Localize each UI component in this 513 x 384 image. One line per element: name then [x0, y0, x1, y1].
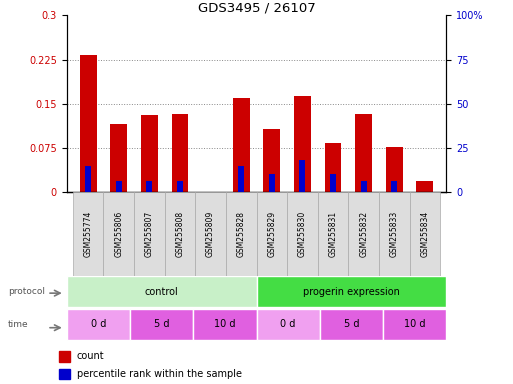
Text: GSM255809: GSM255809 [206, 211, 215, 257]
Bar [226, 192, 256, 276]
Bar [300, 160, 305, 192]
Bar [134, 192, 165, 276]
Text: GSM255831: GSM255831 [328, 211, 338, 257]
Title: GDS3495 / 26107: GDS3495 / 26107 [198, 1, 315, 14]
Text: GSM255807: GSM255807 [145, 211, 154, 257]
Bar [59, 369, 70, 379]
Text: progerin expression: progerin expression [303, 287, 400, 297]
Bar [256, 276, 446, 307]
Text: GSM255774: GSM255774 [84, 211, 93, 257]
Bar [73, 192, 104, 276]
Bar [233, 98, 250, 192]
Bar [165, 192, 195, 276]
Text: 5 d: 5 d [344, 319, 359, 329]
Bar [195, 192, 226, 276]
Text: 0 d: 0 d [281, 319, 296, 329]
Bar [104, 192, 134, 276]
Bar [294, 96, 311, 192]
Bar [320, 309, 383, 340]
Bar [409, 192, 440, 276]
Text: 0 d: 0 d [91, 319, 106, 329]
Bar [67, 309, 130, 340]
Text: GSM255828: GSM255828 [236, 211, 246, 257]
Bar [256, 192, 287, 276]
Bar [256, 309, 320, 340]
Text: GSM255834: GSM255834 [420, 211, 429, 257]
Text: count: count [77, 351, 104, 361]
Bar [325, 143, 342, 192]
Bar [318, 192, 348, 276]
Text: control: control [145, 287, 179, 297]
Bar [348, 192, 379, 276]
Text: time: time [8, 320, 28, 329]
Bar [177, 180, 183, 192]
Bar [141, 116, 158, 192]
Bar [287, 192, 318, 276]
Bar [330, 174, 336, 192]
Text: GSM255806: GSM255806 [114, 211, 123, 257]
Bar [59, 351, 70, 362]
Bar [386, 147, 403, 192]
Text: 10 d: 10 d [404, 319, 425, 329]
Bar [116, 180, 122, 192]
Text: GSM255833: GSM255833 [390, 211, 399, 257]
Bar [85, 166, 91, 192]
Text: GSM255808: GSM255808 [175, 211, 185, 257]
Bar [379, 192, 409, 276]
Bar [263, 129, 280, 192]
Text: 5 d: 5 d [154, 319, 169, 329]
Text: protocol: protocol [8, 286, 45, 296]
Bar [67, 276, 256, 307]
Bar [417, 181, 433, 192]
Text: 10 d: 10 d [214, 319, 235, 329]
Text: GSM255832: GSM255832 [359, 211, 368, 257]
Bar [80, 55, 96, 192]
Bar [238, 166, 244, 192]
Text: GSM255830: GSM255830 [298, 211, 307, 257]
Bar [361, 180, 367, 192]
Bar [146, 180, 152, 192]
Bar [391, 180, 397, 192]
Bar [110, 124, 127, 192]
Bar [171, 114, 188, 192]
Bar [355, 114, 372, 192]
Bar [383, 309, 446, 340]
Bar [193, 309, 256, 340]
Bar [130, 309, 193, 340]
Bar [269, 174, 275, 192]
Text: GSM255829: GSM255829 [267, 211, 277, 257]
Text: percentile rank within the sample: percentile rank within the sample [77, 369, 242, 379]
